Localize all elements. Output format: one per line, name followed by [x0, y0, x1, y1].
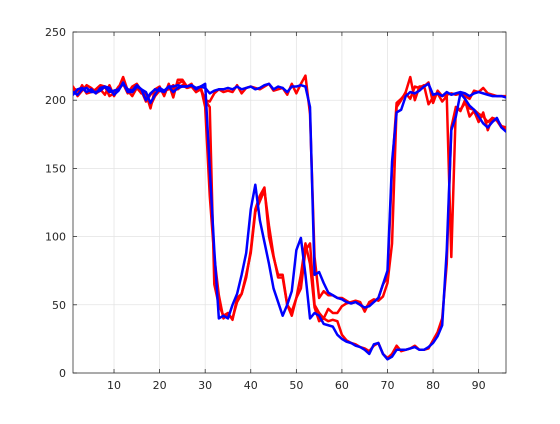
y-tick-label: 200 — [45, 94, 66, 107]
y-tick-label: 100 — [45, 231, 66, 244]
axes-box — [72, 31, 507, 374]
x-tick-label: 50 — [289, 379, 303, 392]
series-lines — [73, 74, 506, 361]
series-line-1 — [73, 75, 506, 323]
y-tick-label: 150 — [45, 162, 66, 175]
x-tick-label: 80 — [426, 379, 440, 392]
x-tick-label: 20 — [153, 379, 167, 392]
series-line-2 — [73, 74, 506, 311]
y-tick-label: 0 — [59, 367, 66, 380]
x-tick-label: 30 — [198, 379, 212, 392]
x-tick-label: 70 — [380, 379, 394, 392]
x-tick-label: 90 — [472, 379, 486, 392]
series-line-4 — [73, 81, 506, 309]
x-tick-label: 40 — [244, 379, 258, 392]
y-tick-label: 50 — [52, 299, 66, 312]
y-tick-labels: 0 50 100 150 200 250 — [45, 26, 66, 380]
x-tick-label: 10 — [107, 379, 121, 392]
series-line-5 — [73, 82, 506, 361]
y-tick-label: 250 — [45, 26, 66, 39]
series-line-3 — [73, 79, 506, 360]
tick-marks — [73, 31, 506, 374]
x-tick-labels: 10 20 30 40 50 60 70 80 90 — [107, 379, 486, 392]
x-tick-label: 60 — [335, 379, 349, 392]
